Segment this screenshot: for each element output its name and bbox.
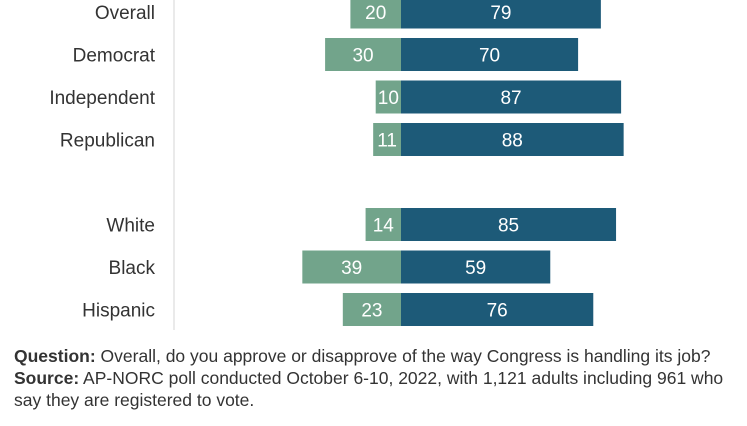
bar-left-white — [365, 208, 401, 241]
bar-left-overall — [350, 0, 401, 29]
category-label-democrat: Democrat — [73, 46, 156, 67]
bar-left-label-white: 14 — [373, 216, 395, 237]
source-note: Source: AP-NORC poll conducted October 6… — [14, 367, 734, 411]
chart-notes: Question: Overall, do you approve or dis… — [14, 345, 734, 411]
bar-left-black — [302, 250, 401, 284]
category-label-black: Black — [109, 258, 156, 279]
chart: Overall Democrat Independent Republican Whit… — [49, 0, 624, 330]
bar-left-independent — [375, 80, 401, 114]
bar-left-democrat — [325, 38, 401, 71]
bar-left-label-democrat: 30 — [352, 46, 373, 67]
category-label-hispanic: Hispanic — [82, 301, 155, 322]
bar-right-republican — [401, 123, 624, 156]
question-text: Overall, do you approve or disapprove of… — [95, 346, 711, 366]
bar-left-label-black: 39 — [341, 258, 362, 279]
bar-right-label-independent: 87 — [500, 88, 521, 109]
bar-right-label-hispanic: 76 — [487, 301, 508, 322]
bar-left-label-overall: 20 — [365, 3, 386, 24]
bar-right-white — [401, 208, 617, 241]
bar-right-label-overall: 79 — [490, 3, 511, 24]
category-label-overall: Overall — [95, 3, 155, 24]
bar-right-label-white: 85 — [498, 216, 519, 237]
question-label: Question: — [14, 346, 96, 366]
bar-right-independent — [401, 80, 622, 114]
bars: 20 79 30 70 10 87 11 88 14 85 39 59 23 76 — [302, 0, 624, 326]
bar-right-democrat — [401, 38, 579, 71]
source-label: Source: — [14, 368, 80, 388]
category-label-white: White — [106, 216, 155, 237]
bar-right-label-republican: 88 — [502, 131, 523, 152]
question-note: Question: Overall, do you approve or dis… — [14, 345, 734, 367]
bar-right-overall — [401, 0, 601, 29]
bar-left-label-republican: 11 — [377, 131, 397, 152]
category-label-independent: Independent — [49, 88, 155, 109]
bar-right-black — [401, 250, 551, 284]
category-label-republican: Republican — [60, 131, 155, 152]
category-labels: Overall Democrat Independent Republican Whit… — [49, 3, 155, 322]
bar-left-hispanic — [342, 293, 401, 326]
source-text: AP-NORC poll conducted October 6-10, 202… — [14, 368, 724, 410]
bar-right-label-democrat: 70 — [479, 46, 500, 67]
bar-right-hispanic — [401, 293, 594, 326]
bar-right-label-black: 59 — [465, 258, 486, 279]
bar-left-label-hispanic: 23 — [361, 301, 382, 322]
bar-left-label-independent: 10 — [378, 88, 399, 109]
bar-left-republican — [373, 123, 401, 156]
